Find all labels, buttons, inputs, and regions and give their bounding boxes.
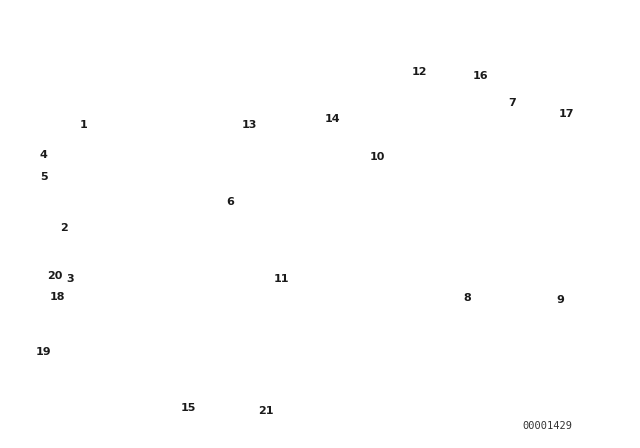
Text: 6: 6 — [227, 198, 234, 207]
Text: 00001429: 00001429 — [522, 422, 572, 431]
Text: 12: 12 — [412, 67, 427, 77]
Text: 14: 14 — [325, 114, 340, 124]
Text: 20: 20 — [47, 271, 62, 280]
Text: 16: 16 — [472, 71, 488, 81]
Text: 9: 9 — [556, 295, 564, 305]
Text: 3: 3 — [67, 274, 74, 284]
Text: 13: 13 — [242, 121, 257, 130]
Text: 5: 5 — [40, 172, 47, 182]
Text: 8: 8 — [463, 293, 471, 303]
Text: 1: 1 — [79, 121, 87, 130]
Text: 18: 18 — [50, 292, 65, 302]
Text: 21: 21 — [258, 406, 273, 416]
Text: 7: 7 — [508, 98, 516, 108]
Text: 4: 4 — [40, 150, 47, 159]
Text: 19: 19 — [36, 347, 51, 357]
Text: 2: 2 — [60, 224, 68, 233]
Text: 11: 11 — [274, 274, 289, 284]
Text: 17: 17 — [559, 109, 574, 119]
Text: 15: 15 — [181, 403, 196, 413]
Text: 10: 10 — [370, 152, 385, 162]
